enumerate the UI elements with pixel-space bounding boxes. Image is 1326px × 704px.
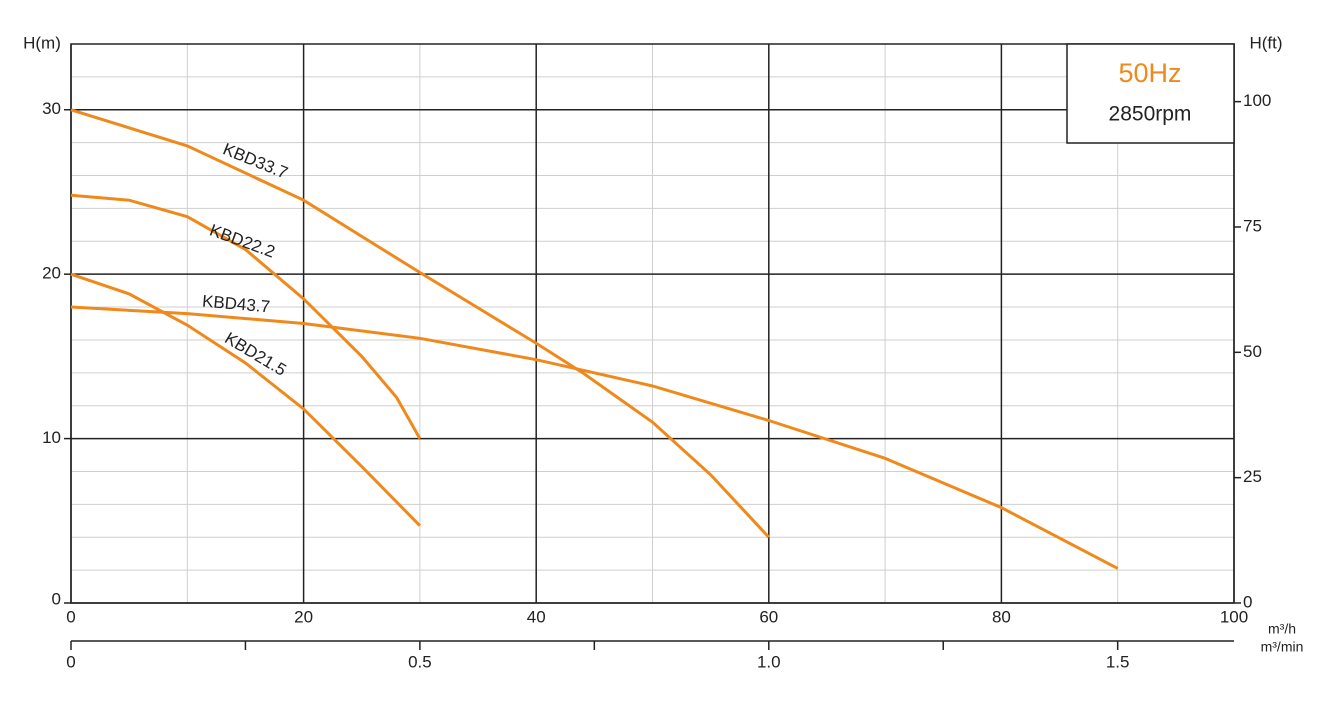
y-tick-label: 30	[42, 99, 61, 118]
x2-axis-label: m³/min	[1261, 639, 1304, 655]
x2-tick-label: 1.0	[757, 652, 781, 671]
curve	[70, 305, 1119, 570]
frequency-label: 50Hz	[1118, 58, 1181, 88]
y2-tick-label: 50	[1243, 342, 1262, 361]
x-tick-label: 20	[294, 607, 313, 626]
x2-tick-label: 0.5	[408, 652, 432, 671]
y-tick-label: 20	[42, 264, 61, 283]
curve-label: KBD22.2	[207, 220, 277, 261]
curve	[70, 272, 421, 527]
x-tick-label: 60	[759, 607, 778, 626]
curve	[70, 193, 422, 440]
x-tick-label: 40	[527, 607, 546, 626]
curve	[70, 108, 770, 539]
x2-tick-label: 0	[66, 652, 75, 671]
x-tick-label: 80	[992, 607, 1011, 626]
y2-tick-label: 0	[1243, 592, 1252, 611]
y2-axis-label: H(ft)	[1249, 33, 1282, 52]
y2-tick-label: 75	[1243, 216, 1262, 235]
y-tick-label: 10	[42, 428, 61, 447]
curve-label: KBD43.7	[201, 292, 270, 317]
y2-tick-label: 100	[1243, 91, 1271, 110]
x-tick-label: 0	[66, 607, 75, 626]
x-tick-label: 100	[1220, 607, 1248, 626]
plot-frame	[70, 43, 1235, 604]
speed-label: 2850rpm	[1109, 103, 1192, 126]
y-axis-label: H(m)	[23, 33, 61, 52]
x-axis-label: m³/h	[1268, 621, 1296, 637]
x2-tick-label: 1.5	[1106, 652, 1130, 671]
y2-tick-label: 25	[1243, 467, 1262, 486]
info-box	[1066, 43, 1235, 144]
y-tick-label: 0	[52, 589, 61, 608]
